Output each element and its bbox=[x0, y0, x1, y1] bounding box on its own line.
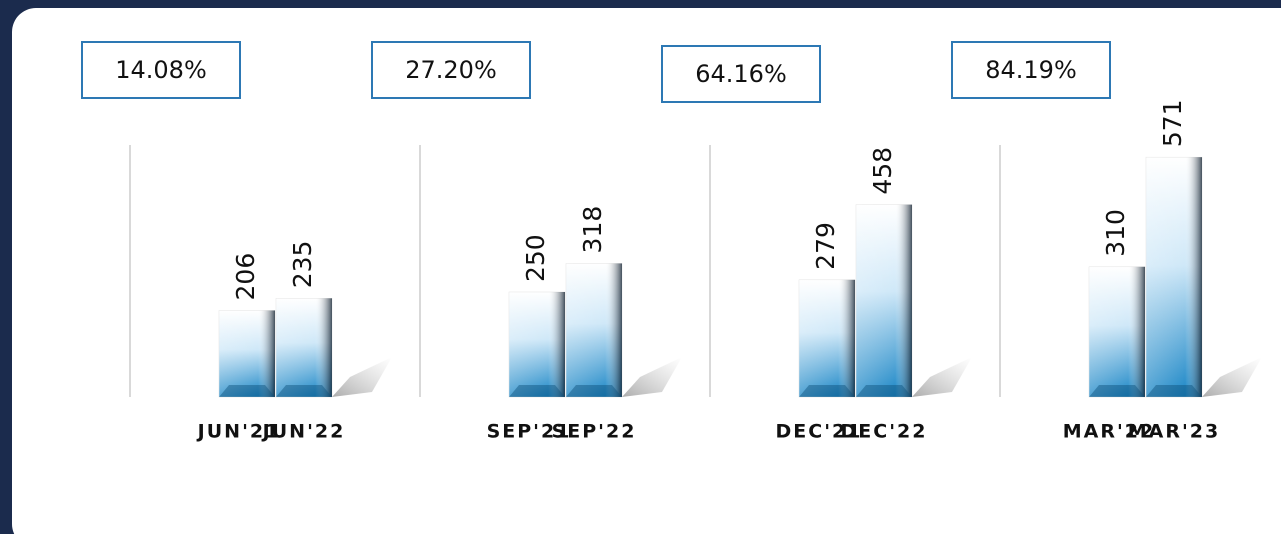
x-tick-label: DEC'21 bbox=[776, 421, 863, 443]
bar-shadow bbox=[622, 357, 682, 397]
bar-shade bbox=[856, 204, 912, 397]
bar-bevel bbox=[1146, 385, 1202, 397]
x-tick-label: JUN'21 bbox=[196, 421, 281, 443]
x-tick-label: SEP'22 bbox=[552, 421, 637, 443]
x-tick-label: JUN'22 bbox=[261, 421, 346, 443]
value-label: 206 bbox=[231, 253, 260, 301]
bar-shade bbox=[566, 263, 622, 397]
annotation-box bbox=[81, 41, 241, 99]
bar-shade bbox=[509, 292, 565, 397]
panel bbox=[12, 8, 1281, 534]
bar-bevel bbox=[799, 385, 855, 397]
bar-shade bbox=[276, 298, 332, 397]
value-label: 571 bbox=[1158, 99, 1187, 147]
value-label: 318 bbox=[578, 206, 607, 254]
bar-shadow bbox=[1202, 357, 1262, 397]
value-label: 279 bbox=[811, 222, 840, 270]
bar-shade bbox=[1146, 157, 1202, 397]
annotation-box bbox=[951, 41, 1111, 99]
bar-shade bbox=[799, 279, 855, 397]
bar-bevel bbox=[219, 385, 275, 397]
bar-shadow bbox=[912, 357, 972, 397]
bar-bevel bbox=[566, 385, 622, 397]
bar-shadow bbox=[332, 357, 392, 397]
value-label: 310 bbox=[1101, 209, 1130, 257]
x-tick-label: MAR'22 bbox=[1063, 421, 1156, 443]
bar-bevel bbox=[856, 385, 912, 397]
annotation: 64.16% bbox=[695, 60, 787, 88]
value-label: 250 bbox=[521, 234, 550, 282]
bar-bevel bbox=[1089, 385, 1145, 397]
annotation-box bbox=[661, 45, 821, 103]
bar-bevel bbox=[509, 385, 565, 397]
annotation: 14.08% bbox=[115, 56, 207, 84]
x-tick-label: SEP'21 bbox=[487, 421, 572, 443]
x-tick-label: DEC'22 bbox=[841, 421, 928, 443]
annotation-box bbox=[371, 41, 531, 99]
annotation: 84.19% bbox=[985, 56, 1077, 84]
bar-shade bbox=[219, 310, 275, 397]
bar-shade bbox=[1089, 266, 1145, 397]
annotation: 27.20% bbox=[405, 56, 497, 84]
value-label: 235 bbox=[288, 241, 317, 289]
x-tick-label: MAR'23 bbox=[1128, 421, 1221, 443]
value-label: 458 bbox=[868, 147, 897, 195]
bar-bevel bbox=[276, 385, 332, 397]
